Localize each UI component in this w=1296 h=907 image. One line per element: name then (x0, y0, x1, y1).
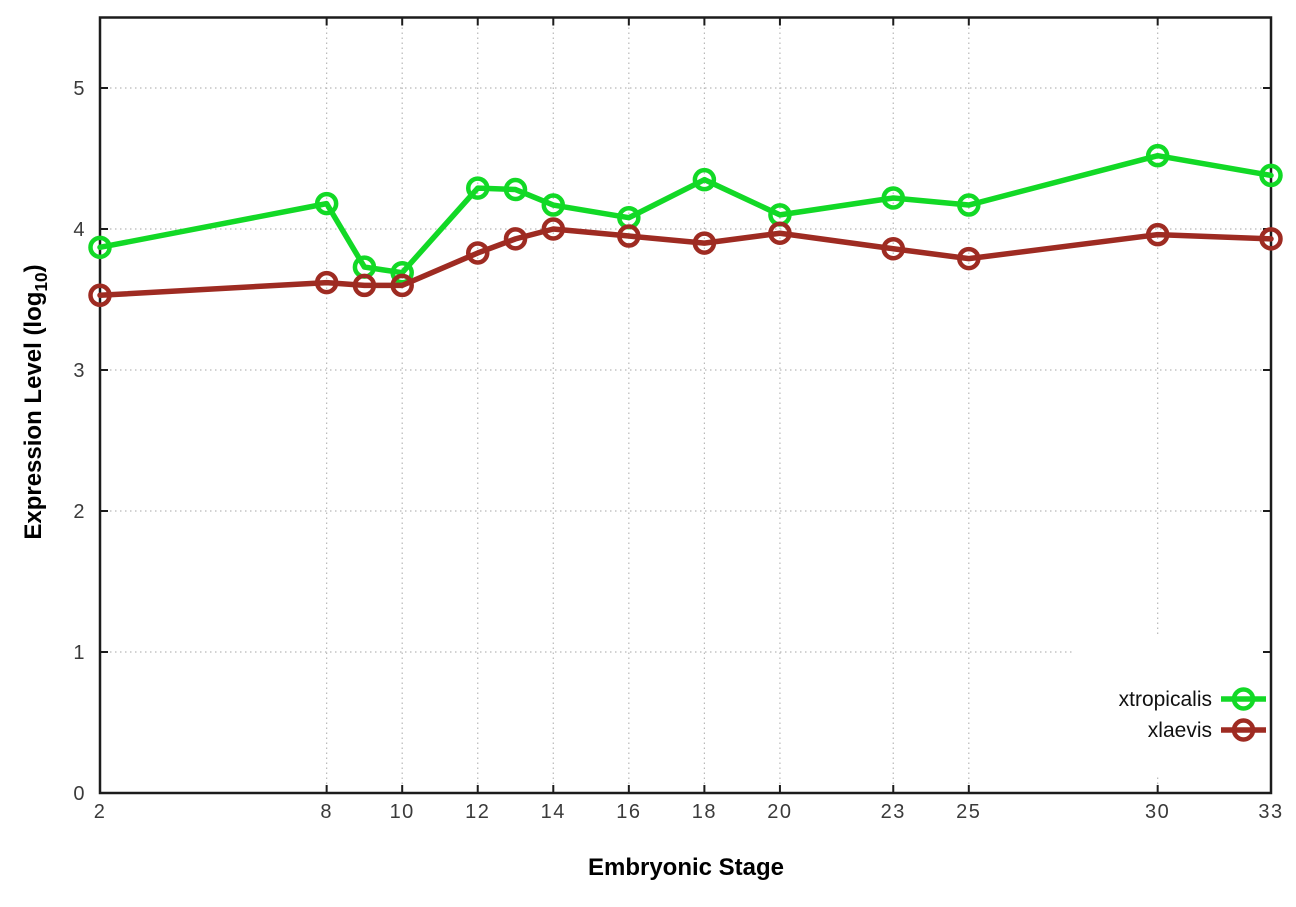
y-axis-title-subscript: 10 (30, 272, 51, 292)
data-point-marker-xlaevis (957, 246, 981, 271)
y-tick-label: 3 (73, 360, 86, 382)
data-point-marker-xlaevis (390, 273, 414, 298)
series-xtropicalis (88, 143, 1283, 285)
x-tick-label: 33 (1258, 801, 1283, 823)
y-tick-label: 1 (73, 642, 86, 664)
gridlines (99, 17, 1272, 793)
data-point-marker-xlaevis (881, 236, 906, 261)
data-point-marker-xtropicalis (541, 193, 566, 217)
y-axis-title-suffix: ) (20, 264, 47, 273)
data-point-marker-xlaevis (768, 221, 792, 245)
data-point-marker-xlaevis (314, 270, 339, 295)
plot-border (98, 16, 1273, 795)
data-point-marker-xlaevis (465, 241, 490, 265)
data-point-marker-xtropicalis (390, 260, 414, 285)
x-tick-label: 23 (881, 801, 906, 823)
data-point-marker-xlaevis (541, 217, 566, 241)
data-point-marker-xtropicalis (465, 176, 490, 200)
data-point-marker-xtropicalis (881, 186, 906, 210)
data-point-marker-xtropicalis (314, 191, 339, 216)
x-tick-label: 8 (320, 801, 333, 823)
data-point-marker-xlaevis (1145, 222, 1170, 247)
y-tick-label: 5 (73, 78, 86, 100)
series-line-xlaevis (97, 226, 1274, 299)
legend-marker-xtropicalis (1231, 687, 1256, 711)
x-tick-label: 12 (465, 801, 490, 823)
y-tick-label: 0 (73, 783, 86, 805)
data-point-marker-xtropicalis (503, 177, 528, 202)
data-point-marker-xtropicalis (957, 193, 981, 217)
legend-label-xlaevis: xlaevis (1148, 719, 1212, 742)
legend-label-xtropicalis: xtropicalis (1119, 688, 1212, 711)
x-tick-label: 25 (956, 801, 981, 823)
x-tick-label: 18 (692, 801, 717, 823)
series-line-xtropicalis (97, 152, 1274, 276)
data-point-marker-xlaevis (1259, 227, 1283, 251)
data-point-marker-xlaevis (617, 224, 641, 248)
y-axis-title-text: Expression Level (log (20, 291, 47, 540)
x-tick-label: 20 (767, 801, 792, 823)
legend: xtropicalis xlaevis (1119, 687, 1266, 742)
data-point-marker-xlaevis (88, 283, 112, 308)
y-axis-title: Expression Level (log10) (20, 264, 51, 540)
legend-marker-xlaevis (1231, 718, 1256, 742)
data-point-marker-xtropicalis (1259, 163, 1283, 188)
y-tick-label: 2 (73, 501, 86, 523)
data-point-marker-xlaevis (692, 231, 717, 255)
x-tick-label: 30 (1145, 801, 1170, 823)
x-tick-label: 2 (94, 801, 107, 823)
data-point-marker-xlaevis (352, 273, 377, 298)
data-point-marker-xtropicalis (1145, 143, 1170, 168)
data-point-marker-xtropicalis (692, 167, 717, 192)
x-tick-label: 16 (616, 801, 641, 823)
x-tick-label: 14 (541, 801, 566, 823)
data-point-marker-xtropicalis (88, 235, 112, 260)
x-axis-title: Embryonic Stage (587, 854, 785, 881)
series-xlaevis (88, 217, 1283, 308)
y-tick-label: 4 (73, 219, 86, 241)
data-point-marker-xlaevis (503, 227, 528, 251)
x-tick-label: 10 (390, 801, 415, 823)
